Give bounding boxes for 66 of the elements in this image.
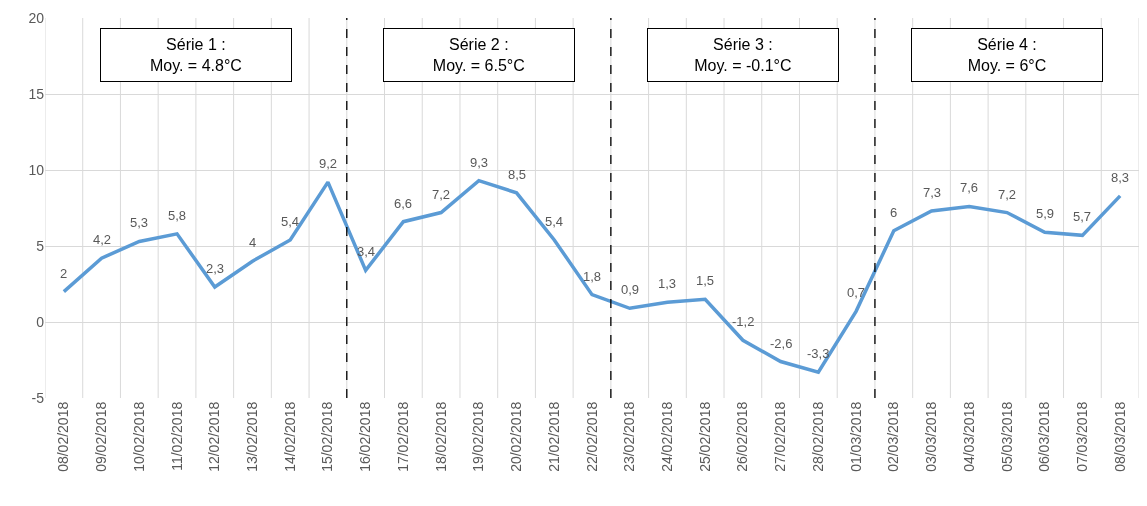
data-label: 1,5	[696, 273, 715, 288]
x-tick-label: 22/02/2018	[583, 401, 600, 472]
x-tick-label: 12/02/2018	[206, 401, 223, 472]
data-label: 4,2	[93, 232, 112, 247]
data-label: 5,8	[168, 208, 187, 223]
data-label: 6,6	[394, 196, 413, 211]
data-label: 1,8	[583, 269, 602, 284]
data-label: 6	[890, 205, 898, 220]
x-tick-label: 11/02/2018	[168, 401, 185, 471]
x-tick-label: 19/02/2018	[470, 401, 487, 472]
text-box: Série 1 : Moy. = 4.8°C	[99, 28, 292, 82]
x-tick-label: 10/02/2018	[130, 401, 147, 472]
y-tick-label: 10	[28, 161, 45, 178]
x-tick-label: 17/02/2018	[394, 401, 411, 472]
x-tick-label: 02/03/2018	[885, 401, 902, 472]
data-label: 5,3	[130, 215, 149, 230]
x-tick-label: 07/03/2018	[1073, 401, 1090, 472]
x-tick-label: 20/02/2018	[508, 401, 525, 472]
data-label: -2,6	[770, 336, 793, 351]
x-tick-label: 15/02/2018	[319, 401, 336, 472]
data-label: 5,9	[1036, 206, 1055, 221]
x-tick-label: 25/02/2018	[696, 401, 713, 472]
data-label: 2	[60, 266, 68, 281]
x-tick-label: 16/02/2018	[357, 401, 374, 472]
data-label: 1,3	[658, 276, 677, 291]
data-label: 5,7	[1073, 209, 1092, 224]
x-tick-label: 24/02/2018	[659, 401, 675, 472]
x-tick-label: 01/03/2018	[847, 401, 864, 472]
text-box: Série 2 : Moy. = 6.5°C	[382, 28, 575, 82]
x-tick-label: 09/02/2018	[93, 401, 110, 472]
data-label: 2,3	[206, 261, 225, 276]
x-tick-label: 26/02/2018	[734, 401, 751, 472]
data-label: 8,5	[508, 167, 527, 182]
text-box: Série 3 : Moy. = -0.1°C	[646, 28, 839, 82]
data-label: 7,3	[923, 185, 942, 200]
y-tick-label: 15	[28, 85, 45, 102]
data-label: 9,2	[319, 156, 338, 171]
x-tick-label: 06/03/2018	[1036, 401, 1053, 472]
x-tick-label: 03/03/2018	[923, 401, 940, 472]
data-label: 0,9	[621, 282, 640, 297]
data-label: -1,2	[732, 314, 755, 329]
y-tick-label: 5	[36, 237, 45, 254]
x-tick-label: 05/03/2018	[998, 401, 1015, 472]
data-label: 8,3	[1111, 170, 1130, 185]
data-label: 5,4	[545, 214, 564, 229]
data-label: 4	[249, 235, 257, 250]
x-tick-label: 21/02/2018	[545, 401, 562, 472]
data-label: 5,4	[281, 214, 300, 229]
data-label: -3,3	[807, 346, 830, 361]
data-label: 7,2	[998, 187, 1017, 202]
x-tick-label: 04/03/2018	[960, 401, 977, 472]
data-label: 7,2	[432, 187, 451, 202]
y-tick-label: -5	[31, 389, 45, 406]
x-tick-label: 08/02/2018	[55, 401, 72, 472]
x-tick-label: 08/03/2018	[1111, 401, 1128, 472]
x-tick-label: 23/02/2018	[621, 401, 638, 472]
x-tick-label: 13/02/2018	[244, 401, 261, 472]
text-box: Série 4 : Moy. = 6°C	[910, 28, 1103, 82]
x-tick-label: 27/02/2018	[772, 401, 789, 472]
x-tick-label: 28/02/2018	[809, 401, 826, 472]
y-tick-label: 0	[36, 313, 45, 330]
x-tick-label: 14/02/2018	[281, 401, 298, 472]
data-label: 9,3	[470, 155, 489, 170]
y-tick-label: 20	[28, 9, 45, 26]
x-tick-label: 18/02/2018	[432, 401, 449, 472]
data-label: 7,6	[960, 180, 979, 195]
